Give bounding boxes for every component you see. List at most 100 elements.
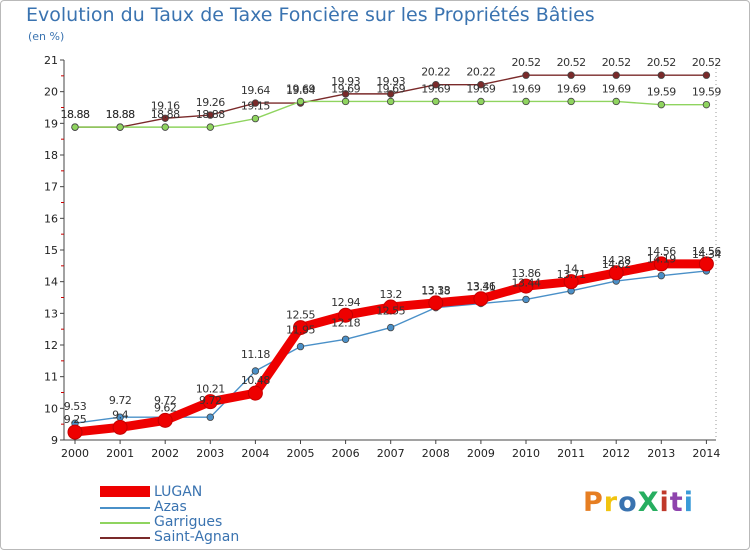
data-point xyxy=(293,320,308,336)
data-label: 19.64 xyxy=(241,84,270,97)
data-label: 11.95 xyxy=(286,324,315,337)
data-label: 13.46 xyxy=(466,280,495,293)
legend-swatch-azas xyxy=(100,507,150,509)
data-point xyxy=(387,323,395,332)
data-point xyxy=(251,114,260,123)
data-point xyxy=(161,114,169,122)
data-point xyxy=(338,307,354,323)
y-tick-label: 16 xyxy=(44,212,58,225)
data-label: 19.69 xyxy=(512,82,541,95)
data-label: 14.19 xyxy=(647,253,676,266)
data-label: 12.94 xyxy=(331,296,360,309)
data-point xyxy=(477,80,485,89)
data-point xyxy=(67,424,83,440)
data-label: 9.72 xyxy=(109,394,132,407)
data-label: 9.4 xyxy=(112,408,128,421)
data-point xyxy=(112,419,128,435)
legend-swatch-saint-agnan xyxy=(100,537,150,539)
legend-label: Azas xyxy=(154,499,187,515)
x-tick-label: 2005 xyxy=(287,447,315,460)
data-point xyxy=(341,90,350,98)
x-tick-label: 2004 xyxy=(241,447,269,460)
data-label: 9.72 xyxy=(199,394,222,407)
data-label: 20.52 xyxy=(512,56,541,69)
y-tick-label: 17 xyxy=(44,181,58,194)
data-point xyxy=(702,71,711,79)
logo-letter: r xyxy=(603,487,619,518)
data-point xyxy=(518,278,534,294)
data-label: 19.64 xyxy=(286,84,315,97)
data-point xyxy=(567,97,575,106)
data-point xyxy=(157,412,173,428)
data-point xyxy=(251,367,260,375)
data-label: 19.69 xyxy=(331,82,360,95)
data-label: 19.93 xyxy=(331,75,360,88)
y-tick-label: 13 xyxy=(44,307,58,320)
logo-letter: i xyxy=(659,487,670,518)
data-label: 18.88 xyxy=(151,108,180,121)
y-tick-label: 11 xyxy=(44,371,58,384)
x-tick-label: 2003 xyxy=(196,447,224,460)
data-point xyxy=(698,256,714,272)
data-point xyxy=(387,90,395,98)
data-label: 20.52 xyxy=(692,56,721,69)
data-label: 13.2 xyxy=(379,288,402,301)
chart-title: Evolution du Taux de Taxe Foncière sur l… xyxy=(26,4,595,26)
data-point xyxy=(206,123,214,131)
data-label: 9.53 xyxy=(64,400,87,413)
data-point xyxy=(428,295,444,311)
x-tick-label: 2002 xyxy=(151,447,179,460)
data-label: 14.56 xyxy=(647,245,676,258)
data-label: 19.59 xyxy=(692,86,721,99)
logo-letter: o xyxy=(618,487,638,518)
data-label: 12.55 xyxy=(286,309,315,322)
data-label: 18.88 xyxy=(106,108,135,121)
y-tick-label: 15 xyxy=(44,244,58,257)
data-label: 19.69 xyxy=(421,82,450,95)
legend-label: LUGAN xyxy=(154,484,203,500)
y-tick-label: 10 xyxy=(44,402,58,415)
data-label: 18.88 xyxy=(196,108,225,121)
data-point xyxy=(161,123,169,131)
y-tick-label: 12 xyxy=(44,339,58,352)
data-label: 19.93 xyxy=(376,75,405,88)
data-point xyxy=(341,97,350,106)
data-point xyxy=(702,100,711,109)
data-point xyxy=(71,123,79,131)
data-label: 10.21 xyxy=(196,383,225,396)
data-point xyxy=(116,123,124,131)
data-point xyxy=(206,111,214,119)
data-point xyxy=(341,335,350,343)
data-label: 18.88 xyxy=(61,108,90,121)
data-point xyxy=(567,71,575,79)
data-point xyxy=(612,71,620,79)
y-tick-label: 9 xyxy=(51,434,58,447)
data-label: 14.02 xyxy=(602,258,631,271)
x-tick-label: 2007 xyxy=(377,447,405,460)
x-tick-label: 2014 xyxy=(692,447,720,460)
logo-letter: P xyxy=(583,487,604,518)
x-tick-label: 2013 xyxy=(647,447,675,460)
x-tick-label: 2006 xyxy=(332,447,360,460)
data-label: 9.62 xyxy=(154,401,177,414)
data-label: 14.34 xyxy=(692,248,721,261)
data-point xyxy=(608,265,624,281)
data-label: 14.28 xyxy=(602,254,631,267)
data-label: 18.88 xyxy=(106,108,135,121)
data-point xyxy=(206,413,214,421)
data-point xyxy=(202,394,218,410)
data-point xyxy=(522,97,530,106)
data-point xyxy=(657,100,665,109)
data-point xyxy=(432,97,440,106)
y-tick-label: 14 xyxy=(44,276,58,289)
logo-letter: X xyxy=(637,487,660,518)
data-point xyxy=(296,342,305,351)
x-tick-label: 2000 xyxy=(61,447,89,460)
data-label: 14.56 xyxy=(692,245,721,258)
data-label: 13.44 xyxy=(512,276,541,289)
data-point xyxy=(247,385,263,401)
data-point xyxy=(653,256,669,272)
data-label: 19.26 xyxy=(196,96,225,109)
data-label: 12.55 xyxy=(376,305,405,318)
